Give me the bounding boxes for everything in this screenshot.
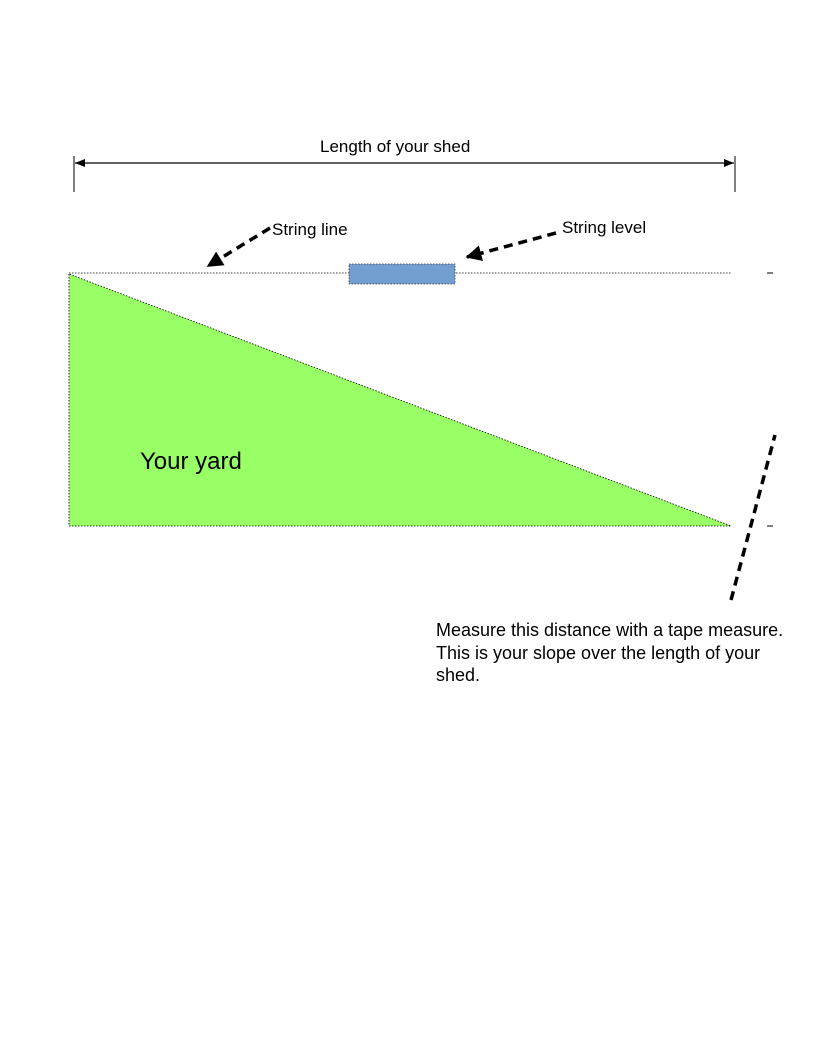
string-level xyxy=(348,263,456,285)
measure-instruction-note: Measure this distance with a tape measur… xyxy=(436,620,784,685)
string-level-label: String level xyxy=(562,218,647,237)
yard-label: Your yard xyxy=(140,448,242,475)
shed-length-label: Length of your shed xyxy=(320,137,471,156)
yard-slope-triangle xyxy=(68,273,732,527)
string-level-pointer-arrow xyxy=(465,231,557,261)
string-line-pointer-arrow xyxy=(206,226,271,268)
string-line-label: String line xyxy=(272,220,348,239)
measure-pointer-arrow xyxy=(729,434,777,601)
